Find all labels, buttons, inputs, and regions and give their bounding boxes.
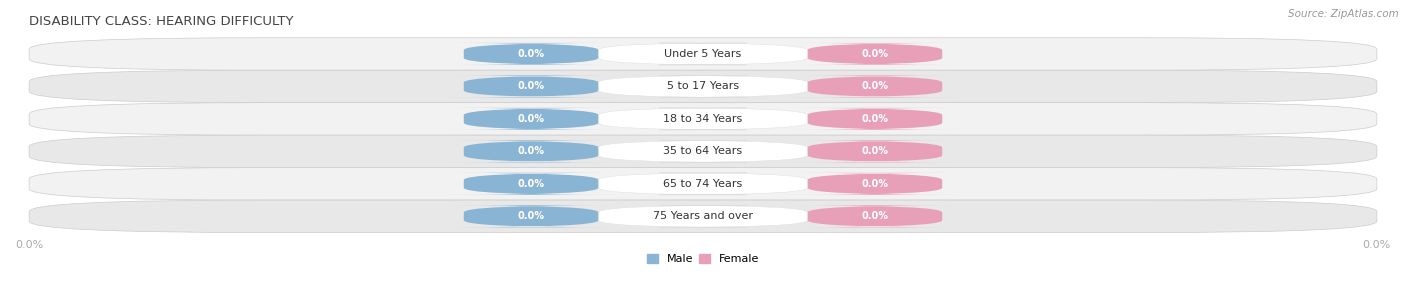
Text: 0.0%: 0.0%	[517, 114, 544, 124]
FancyBboxPatch shape	[450, 173, 612, 195]
FancyBboxPatch shape	[30, 70, 1376, 103]
FancyBboxPatch shape	[794, 108, 956, 130]
Text: 35 to 64 Years: 35 to 64 Years	[664, 147, 742, 156]
FancyBboxPatch shape	[599, 43, 807, 65]
Text: 0.0%: 0.0%	[517, 49, 544, 59]
FancyBboxPatch shape	[450, 43, 612, 65]
Text: 0.0%: 0.0%	[517, 179, 544, 189]
FancyBboxPatch shape	[30, 168, 1376, 200]
FancyBboxPatch shape	[599, 173, 807, 195]
FancyBboxPatch shape	[794, 43, 956, 65]
Text: 0.0%: 0.0%	[517, 147, 544, 156]
Text: 0.0%: 0.0%	[862, 49, 889, 59]
FancyBboxPatch shape	[599, 140, 807, 162]
FancyBboxPatch shape	[30, 135, 1376, 168]
FancyBboxPatch shape	[450, 75, 612, 98]
Text: Source: ZipAtlas.com: Source: ZipAtlas.com	[1288, 9, 1399, 19]
Text: 0.0%: 0.0%	[517, 211, 544, 221]
FancyBboxPatch shape	[599, 205, 807, 227]
FancyBboxPatch shape	[450, 108, 612, 130]
Text: Under 5 Years: Under 5 Years	[665, 49, 741, 59]
FancyBboxPatch shape	[450, 140, 612, 162]
Text: 0.0%: 0.0%	[862, 81, 889, 92]
Text: 0.0%: 0.0%	[862, 114, 889, 124]
Text: 0.0%: 0.0%	[862, 179, 889, 189]
FancyBboxPatch shape	[599, 108, 807, 130]
Text: 75 Years and over: 75 Years and over	[652, 211, 754, 221]
Text: 5 to 17 Years: 5 to 17 Years	[666, 81, 740, 92]
FancyBboxPatch shape	[794, 173, 956, 195]
Text: DISABILITY CLASS: HEARING DIFFICULTY: DISABILITY CLASS: HEARING DIFFICULTY	[30, 15, 294, 28]
FancyBboxPatch shape	[599, 75, 807, 98]
Text: 65 to 74 Years: 65 to 74 Years	[664, 179, 742, 189]
FancyBboxPatch shape	[794, 140, 956, 162]
Legend: Male, Female: Male, Female	[647, 254, 759, 264]
FancyBboxPatch shape	[30, 103, 1376, 135]
FancyBboxPatch shape	[794, 205, 956, 227]
FancyBboxPatch shape	[30, 38, 1376, 70]
Text: 0.0%: 0.0%	[862, 211, 889, 221]
FancyBboxPatch shape	[794, 75, 956, 98]
Text: 18 to 34 Years: 18 to 34 Years	[664, 114, 742, 124]
Text: 0.0%: 0.0%	[862, 147, 889, 156]
FancyBboxPatch shape	[450, 205, 612, 227]
FancyBboxPatch shape	[30, 200, 1376, 233]
Text: 0.0%: 0.0%	[517, 81, 544, 92]
